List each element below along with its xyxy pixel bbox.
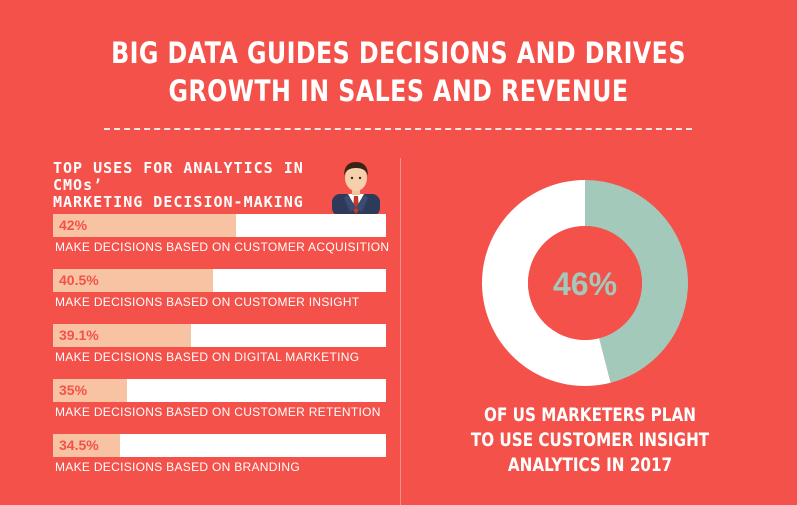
bar-category-label: MAKE DECISIONS BASED ON DIGITAL MARKETIN… <box>55 350 360 364</box>
donut-center-label: 46% <box>553 266 617 302</box>
bar-track: 39.1% <box>53 324 386 347</box>
bar-fill <box>53 214 236 237</box>
bar-value-label: 34.5% <box>59 437 99 453</box>
page-title-line-1: BIG DATA GUIDES DECISIONS AND DRIVES <box>111 36 686 70</box>
section-heading: TOP USES FOR ANALYTICS IN CMOs’ MARKETIN… <box>53 160 343 211</box>
bar-category-label: MAKE DECISIONS BASED ON BRANDING <box>55 460 300 474</box>
section-heading-line-2: MARKETING DECISION-MAKING <box>53 193 304 211</box>
bar-track: 42% <box>53 214 386 237</box>
bar-value-label: 39.1% <box>59 327 99 343</box>
businessman-icon <box>332 162 380 216</box>
donut-caption-line-3: ANALYTICS IN 2017 <box>507 454 673 476</box>
bar-category-label: MAKE DECISIONS BASED ON CUSTOMER ACQUISI… <box>55 240 390 254</box>
page-title-line-2: GROWTH IN SALES AND REVENUE <box>168 74 629 108</box>
donut-caption-line-2: TO USE CUSTOMER INSIGHT <box>470 429 710 451</box>
bar-fill <box>53 434 120 457</box>
donut-slice-rest <box>482 180 611 386</box>
bar-value-label: 40.5% <box>59 272 99 288</box>
donut-caption: OF US MARKETERS PLAN TO USE CUSTOMER INS… <box>470 403 710 478</box>
bar-track: 35% <box>53 379 386 402</box>
donut-caption-line-1: OF US MARKETERS PLAN <box>484 404 696 426</box>
page-title: BIG DATA GUIDES DECISIONS AND DRIVES GRO… <box>72 34 726 110</box>
donut-slice-highlight <box>585 180 688 383</box>
dashed-divider <box>104 128 692 130</box>
marketers-donut-chart: 46% <box>482 180 688 386</box>
bar-value-label: 42% <box>59 217 88 233</box>
bar-category-label: MAKE DECISIONS BASED ON CUSTOMER INSIGHT <box>55 295 360 309</box>
bar-category-label: MAKE DECISIONS BASED ON CUSTOMER RETENTI… <box>55 405 381 419</box>
bar-fill <box>53 379 127 402</box>
donut-hole <box>528 226 642 340</box>
bar-track: 34.5% <box>53 434 386 457</box>
section-heading-line-1: TOP USES FOR ANALYTICS IN CMOs’ <box>53 159 304 194</box>
vertical-divider <box>400 158 401 505</box>
bar-track: 40.5% <box>53 269 386 292</box>
bar-fill <box>53 269 213 292</box>
bar-value-label: 35% <box>59 382 88 398</box>
bar-fill <box>53 324 191 347</box>
